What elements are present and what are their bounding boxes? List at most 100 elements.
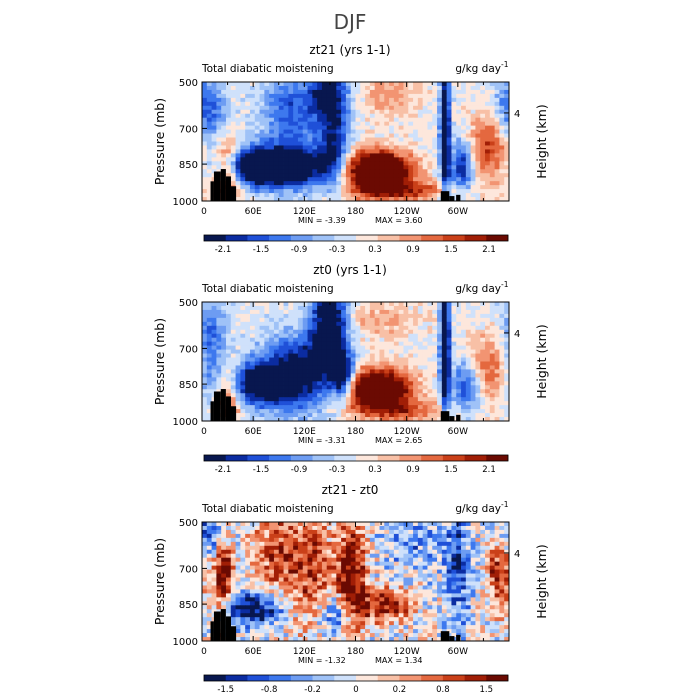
heatmap-cell (230, 361, 236, 366)
heatmap-cell (326, 537, 332, 543)
heatmap-cell (389, 361, 395, 366)
heatmap-cell (321, 181, 328, 186)
heatmap-cell (326, 85, 332, 91)
heatmap-cell (317, 381, 323, 386)
heatmap-cell (504, 105, 510, 111)
heatmap-cell (283, 401, 289, 406)
heatmap-cell (379, 389, 385, 394)
heatmap-cell (249, 189, 256, 194)
heatmap-cell (480, 165, 486, 170)
heatmap-cell (206, 522, 212, 527)
heatmap-cell (379, 529, 385, 535)
heatmap-cell (245, 117, 251, 123)
heatmap-cell (288, 181, 294, 186)
heatmap-cell (302, 105, 308, 111)
heatmap-cell (432, 325, 438, 331)
heatmap-cell (432, 333, 438, 339)
heatmap-cell (485, 313, 491, 319)
heatmap-cell (297, 89, 304, 95)
topography-block (220, 169, 226, 201)
heatmap-cell (437, 529, 443, 535)
heatmap-cell (341, 101, 347, 107)
heatmap-cell (504, 193, 510, 198)
heatmap-cell (365, 121, 371, 127)
heatmap-cell (355, 85, 361, 91)
heatmap-cell (312, 561, 318, 567)
heatmap-cell (302, 397, 308, 402)
heatmap-cell (245, 417, 251, 422)
heatmap-cell (240, 97, 246, 103)
heatmap-cell (259, 393, 265, 398)
heatmap-cell (269, 361, 275, 366)
heatmap-cell (278, 389, 284, 394)
heatmap-cell (350, 141, 356, 146)
heatmap-cell (504, 393, 510, 398)
heatmap-cell (374, 557, 380, 563)
heatmap-cell (278, 193, 284, 198)
heatmap-cell (437, 537, 443, 543)
heatmap-cell (302, 581, 308, 586)
heatmap-cell (293, 389, 299, 394)
heatmap-cell (269, 97, 275, 103)
heatmap-cell (384, 133, 390, 138)
heatmap-cell (389, 173, 395, 178)
heatmap-cell (336, 573, 342, 578)
heatmap-cell (350, 165, 356, 170)
heatmap-cell (437, 545, 443, 551)
heatmap-cell (302, 573, 308, 578)
heatmap-cell (269, 545, 275, 551)
heatmap-cell (355, 385, 361, 390)
heatmap-cell (206, 93, 212, 99)
heatmap-cell (465, 529, 472, 535)
heatmap-cell (461, 522, 467, 527)
heatmap-cell (504, 365, 510, 370)
heatmap-cell (379, 561, 385, 567)
heatmap-cell (417, 405, 424, 410)
heatmap-cell (480, 369, 486, 374)
heatmap-cell (269, 522, 275, 527)
heatmap-cell (461, 137, 467, 142)
heatmap-cell (379, 93, 385, 99)
heatmap-cell (211, 349, 217, 354)
colorbar-swatch (269, 455, 292, 461)
heatmap-cell (249, 357, 256, 362)
heatmap-cell (302, 385, 308, 390)
heatmap-cell (485, 101, 491, 107)
heatmap-cell (393, 145, 400, 150)
heatmap-cell (475, 125, 481, 130)
heatmap-cell (288, 165, 294, 170)
heatmap-cell (312, 581, 318, 586)
heatmap-cell (393, 393, 400, 398)
heatmap-cell (312, 173, 318, 178)
heatmap-cell (302, 309, 308, 315)
heatmap-cell (297, 85, 304, 91)
heatmap-cell (432, 153, 438, 158)
colorbar-label: -2.1 (215, 245, 232, 255)
heatmap-cell (384, 565, 390, 570)
heatmap-cell (345, 529, 352, 535)
heatmap-cell (413, 189, 419, 194)
heatmap-cell (312, 569, 318, 574)
heatmap-cell (216, 97, 222, 103)
heatmap-cell (393, 537, 400, 543)
heatmap-cell (441, 557, 448, 563)
heatmap-cell (307, 173, 313, 178)
heatmap-cell (211, 569, 217, 574)
heatmap-cell (302, 197, 308, 202)
heatmap-cell (465, 417, 472, 422)
heatmap-cell (302, 381, 308, 386)
heatmap-cell (360, 557, 366, 563)
heatmap-cell (249, 525, 256, 531)
heatmap-cell (350, 529, 356, 535)
heatmap-cell (389, 541, 395, 547)
heatmap-cell (475, 341, 481, 347)
heatmap-cell (432, 169, 438, 174)
heatmap-cell (293, 165, 299, 170)
heatmap-cell (389, 149, 395, 154)
heatmap-cell (297, 197, 304, 202)
heatmap-cell (297, 353, 304, 358)
heatmap-cell (374, 133, 380, 138)
heatmap-cell (403, 385, 409, 390)
heatmap-cell (398, 165, 404, 170)
heatmap-cell (437, 349, 443, 354)
